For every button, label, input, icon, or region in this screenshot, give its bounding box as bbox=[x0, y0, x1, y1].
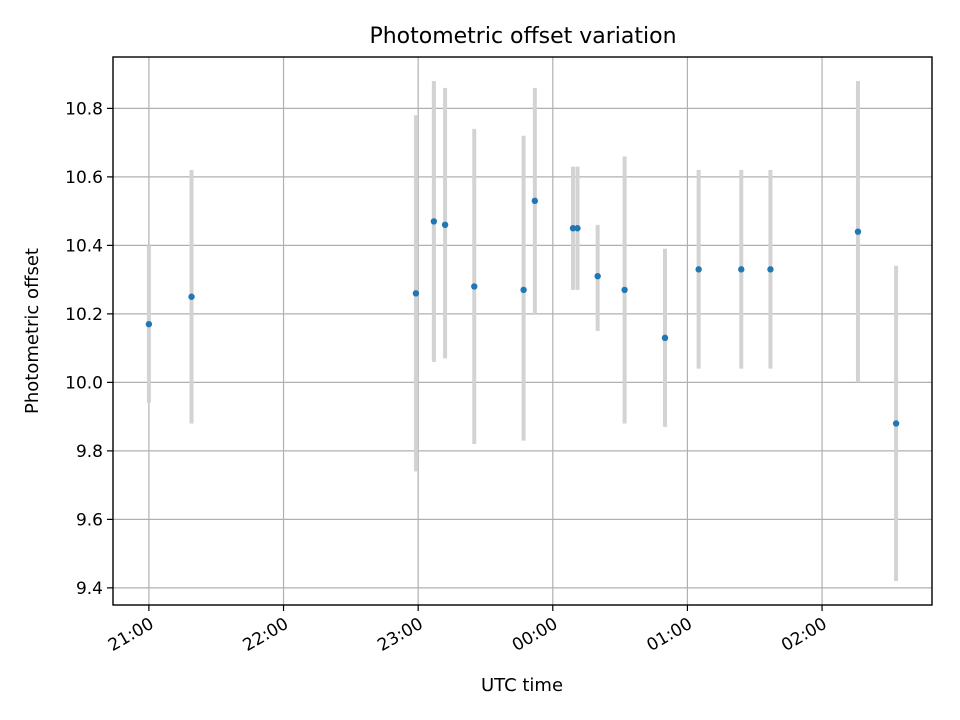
data-point bbox=[569, 225, 577, 232]
x-axis-label: UTC time bbox=[481, 675, 563, 696]
errorbar-layer bbox=[146, 80, 899, 582]
data-point bbox=[767, 266, 774, 273]
x-tick-label: 23:00 bbox=[374, 614, 426, 656]
x-tick-label: 22:00 bbox=[240, 614, 292, 656]
y-tick-label: 9.4 bbox=[76, 579, 103, 599]
data-point bbox=[594, 273, 601, 280]
data-point bbox=[520, 286, 527, 294]
y-tick-label: 10.2 bbox=[65, 305, 103, 325]
data-point bbox=[854, 228, 862, 235]
data-point bbox=[188, 293, 195, 300]
data-point bbox=[441, 221, 449, 229]
chart-title: Photometric offset variation bbox=[369, 24, 676, 49]
y-tick-label: 10.6 bbox=[65, 168, 103, 188]
x-tick-label: 01:00 bbox=[643, 614, 695, 656]
y-tick-label: 10.0 bbox=[65, 373, 103, 393]
x-tick-label: 02:00 bbox=[778, 614, 830, 656]
y-axis-label: Photometric offset bbox=[22, 248, 43, 414]
x-tick-label: 21:00 bbox=[105, 614, 157, 656]
data-point bbox=[430, 218, 438, 225]
y-tick-label: 9.6 bbox=[76, 510, 103, 530]
data-point bbox=[471, 283, 478, 290]
plot-frame bbox=[112, 56, 933, 606]
data-point bbox=[892, 420, 900, 427]
y-tick-label: 9.8 bbox=[76, 442, 103, 462]
data-point bbox=[661, 334, 669, 342]
y-tick-label: 10.4 bbox=[65, 236, 103, 256]
data-point bbox=[621, 286, 628, 294]
data-point bbox=[574, 225, 581, 232]
data-point bbox=[145, 320, 153, 328]
data-point bbox=[695, 266, 702, 273]
point-layer bbox=[145, 197, 900, 427]
data-point bbox=[531, 197, 539, 205]
y-tick-label: 10.8 bbox=[65, 99, 103, 119]
data-point bbox=[412, 290, 420, 297]
data-point bbox=[738, 266, 745, 273]
x-tick-label: 00:00 bbox=[509, 614, 561, 656]
tick-layer: 21:00 22:00 23:00 00:00 01:00 02:00 9.4 9.6 9.8 1… bbox=[65, 99, 830, 655]
